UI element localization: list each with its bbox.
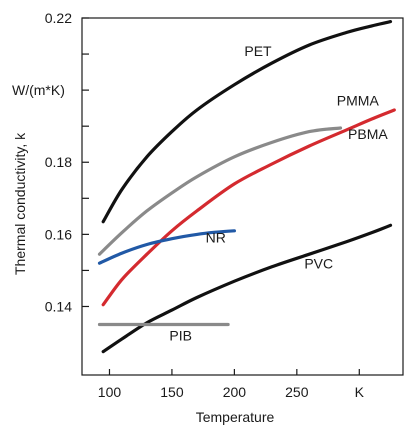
x-tick-label: 250 xyxy=(285,384,309,400)
x-tick-label: 200 xyxy=(223,384,247,400)
series-line-pmma xyxy=(101,108,396,307)
y-axis-unit: W/(m*K) xyxy=(12,82,65,98)
x-axis-title: Temperature xyxy=(196,409,275,425)
plot-axes xyxy=(81,17,404,376)
series-annotations: PET PMMA PBMA NR PVC PIB xyxy=(169,43,388,344)
series-line-pvc xyxy=(101,223,393,354)
series-label-pvc: PVC xyxy=(304,256,333,272)
series-lines xyxy=(97,20,396,354)
plot-frame xyxy=(81,17,404,376)
series-label-pet: PET xyxy=(244,43,272,59)
y-tick-label: 0.14 xyxy=(45,298,72,314)
series-label-pbma: PBMA xyxy=(348,126,388,142)
y-tick-label: 0.22 xyxy=(45,10,72,26)
tick-labels: 100 150 200 250 K 0.14 0.16 0.18 0.22 xyxy=(45,10,365,400)
series-line-pet xyxy=(101,20,393,224)
x-tick-label: 100 xyxy=(98,384,122,400)
x-tick-label: 150 xyxy=(160,384,184,400)
series-label-pib: PIB xyxy=(169,328,192,344)
y-tick-label: 0.16 xyxy=(45,226,72,242)
y-tick-label: 0.18 xyxy=(45,154,72,170)
series-label-nr: NR xyxy=(206,229,226,245)
y-axis-title: Thermal conductivity, k xyxy=(12,132,28,275)
series-line-pbma xyxy=(97,126,343,256)
series-label-pmma: PMMA xyxy=(337,93,380,109)
tick-marks xyxy=(82,17,360,375)
series-line-nr xyxy=(97,229,236,265)
x-unit-label: K xyxy=(355,384,365,400)
